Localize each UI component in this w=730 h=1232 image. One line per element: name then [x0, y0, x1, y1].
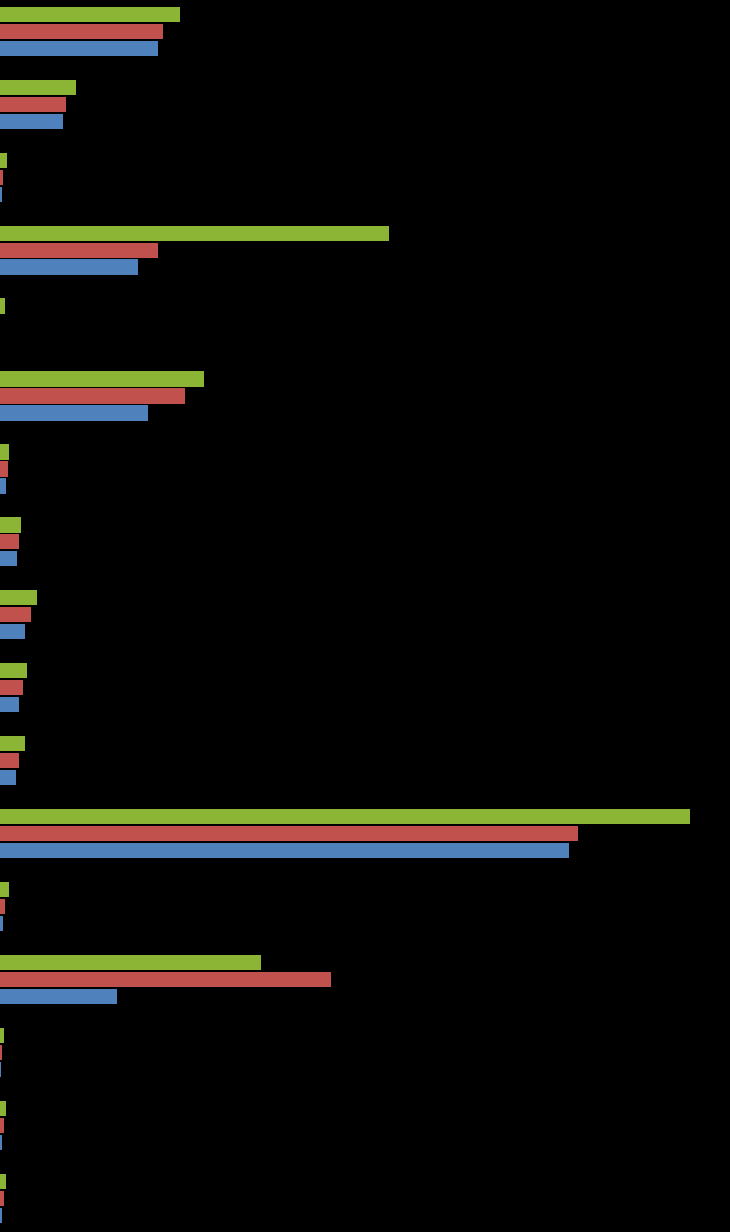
Bar	[0, 225, 389, 240]
Bar	[0, 1100, 6, 1116]
Bar	[0, 590, 37, 605]
Bar	[0, 260, 138, 275]
Bar	[0, 809, 691, 824]
Bar	[0, 1045, 2, 1060]
Bar	[0, 551, 17, 567]
Bar	[0, 955, 261, 970]
Bar	[0, 517, 21, 532]
Bar	[0, 736, 26, 752]
Bar	[0, 1207, 2, 1223]
Bar	[0, 388, 185, 404]
Bar	[0, 96, 66, 112]
Bar	[0, 405, 147, 420]
Bar	[0, 298, 5, 314]
Bar	[0, 882, 9, 897]
Bar	[0, 989, 117, 1004]
Bar	[0, 186, 2, 202]
Bar	[0, 243, 158, 257]
Bar	[0, 770, 15, 785]
Bar	[0, 607, 31, 622]
Bar	[0, 899, 5, 914]
Bar	[0, 1027, 4, 1044]
Bar	[0, 915, 3, 931]
Bar	[0, 1117, 4, 1133]
Bar	[0, 697, 20, 712]
Bar	[0, 1190, 4, 1206]
Bar	[0, 680, 23, 695]
Bar	[0, 825, 578, 841]
Bar	[0, 753, 20, 769]
Bar	[0, 1135, 2, 1149]
Bar	[0, 843, 569, 859]
Bar	[0, 1062, 1, 1077]
Bar	[0, 625, 26, 639]
Bar	[0, 972, 331, 987]
Bar	[0, 445, 9, 460]
Bar	[0, 1174, 6, 1189]
Bar	[0, 7, 180, 22]
Bar	[0, 41, 158, 55]
Bar	[0, 478, 6, 494]
Bar	[0, 80, 76, 95]
Bar	[0, 461, 8, 477]
Bar	[0, 23, 164, 39]
Bar	[0, 153, 7, 168]
Bar	[0, 170, 3, 185]
Bar	[0, 371, 204, 387]
Bar	[0, 113, 64, 129]
Bar	[0, 535, 20, 549]
Bar	[0, 663, 27, 679]
